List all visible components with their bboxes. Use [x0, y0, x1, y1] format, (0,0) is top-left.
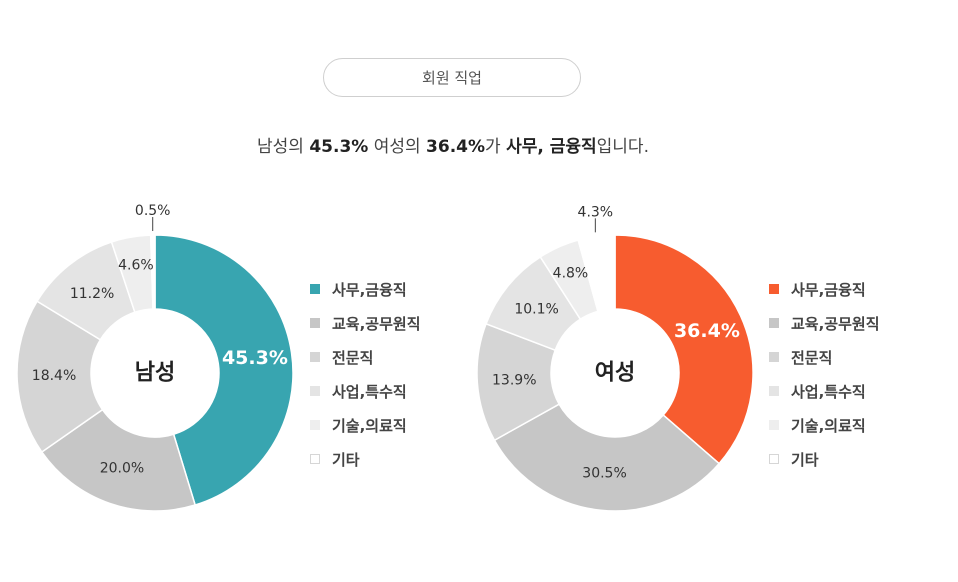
slice-label: 20.0%	[100, 460, 144, 476]
legend-label: 기술,의료직	[791, 416, 866, 435]
legend-label: 전문직	[791, 348, 833, 367]
donut-slice	[154, 234, 294, 506]
legend-item: 사업,특수직	[769, 374, 880, 408]
legend-swatch	[769, 318, 779, 328]
legend-item: 전문직	[769, 340, 880, 374]
donut-slice	[16, 300, 104, 454]
slice-label: 30.5%	[582, 465, 626, 481]
legend-label: 교육,공무원직	[332, 314, 421, 333]
slice-label: 13.9%	[492, 372, 536, 388]
donut-center-label: 여성	[595, 361, 635, 386]
legend-label: 사업,특수직	[332, 382, 407, 401]
legend-item: 기술,의료직	[769, 408, 880, 442]
slice-label: 4.3%	[578, 204, 614, 220]
legend-label: 기타	[791, 450, 819, 469]
summary-male-pct: 45.3%	[309, 137, 369, 157]
legend-label: 사업,특수직	[791, 382, 866, 401]
legend-swatch	[769, 454, 779, 464]
legend-item: 기타	[310, 442, 421, 476]
legend-item: 교육,공무원직	[769, 306, 880, 340]
legend-swatch	[769, 352, 779, 362]
slice-label: 18.4%	[32, 368, 76, 384]
donut-slice	[493, 403, 721, 512]
legend-item: 기술,의료직	[310, 408, 421, 442]
legend-swatch	[310, 386, 320, 396]
summary-part-1: 남성의	[257, 137, 310, 157]
summary-part-4: 입니다.	[596, 137, 649, 157]
donut-slice	[40, 408, 197, 512]
donut-center-label: 남성	[135, 361, 175, 386]
legend-label: 전문직	[332, 348, 374, 367]
slice-label: 4.6%	[118, 258, 154, 274]
section-title-pill: 회원 직업	[323, 58, 581, 97]
slice-label: 11.2%	[70, 286, 114, 302]
legend-swatch	[769, 420, 779, 430]
summary-text: 남성의 45.3% 여성의 36.4%가 사무, 금융직입니다.	[0, 132, 906, 157]
legend-swatch	[310, 420, 320, 430]
legend-label: 기타	[332, 450, 360, 469]
section-title: 회원 직업	[422, 69, 482, 87]
slice-label: 10.1%	[514, 301, 558, 317]
female-legend: 사무,금융직 교육,공무원직 전문직 사업,특수직 기술,의료직 기타	[769, 272, 880, 476]
legend-swatch	[310, 454, 320, 464]
legend-swatch	[310, 318, 320, 328]
legend-item: 기타	[769, 442, 880, 476]
legend-item: 전문직	[310, 340, 421, 374]
legend-item: 사무,금융직	[310, 272, 421, 306]
legend-swatch	[310, 284, 320, 294]
slice-label: 36.4%	[674, 320, 740, 342]
legend-item: 사업,특수직	[310, 374, 421, 408]
donut-slice	[614, 234, 754, 465]
summary-job: 사무, 금융직	[506, 137, 597, 157]
slice-label: 4.8%	[553, 266, 589, 282]
legend-item: 사무,금융직	[769, 272, 880, 306]
legend-label: 사무,금융직	[791, 280, 866, 299]
legend-label: 교육,공무원직	[791, 314, 880, 333]
female-donut-chart: 36.4% 30.5% 13.9% 10.1% 4.8% 4.3% 여성	[476, 204, 754, 512]
male-legend: 사무,금융직 교육,공무원직 전문직 사업,특수직 기술,의료직 기타	[310, 272, 421, 476]
legend-label: 사무,금융직	[332, 280, 407, 299]
legend-swatch	[769, 386, 779, 396]
summary-female-pct: 36.4%	[426, 137, 486, 157]
donut-slice	[577, 234, 616, 313]
summary-part-3: 가	[485, 137, 507, 157]
donut-slice	[149, 234, 156, 310]
summary-part-2: 여성의	[368, 137, 427, 157]
male-donut-chart: 45.3% 20.0% 18.4% 11.2%4.6% 0.5% 남성	[16, 203, 294, 512]
legend-label: 기술,의료직	[332, 416, 407, 435]
slice-label: 45.3%	[222, 347, 288, 369]
legend-item: 교육,공무원직	[310, 306, 421, 340]
legend-swatch	[769, 284, 779, 294]
slice-label: 0.5%	[135, 203, 171, 219]
legend-swatch	[310, 352, 320, 362]
